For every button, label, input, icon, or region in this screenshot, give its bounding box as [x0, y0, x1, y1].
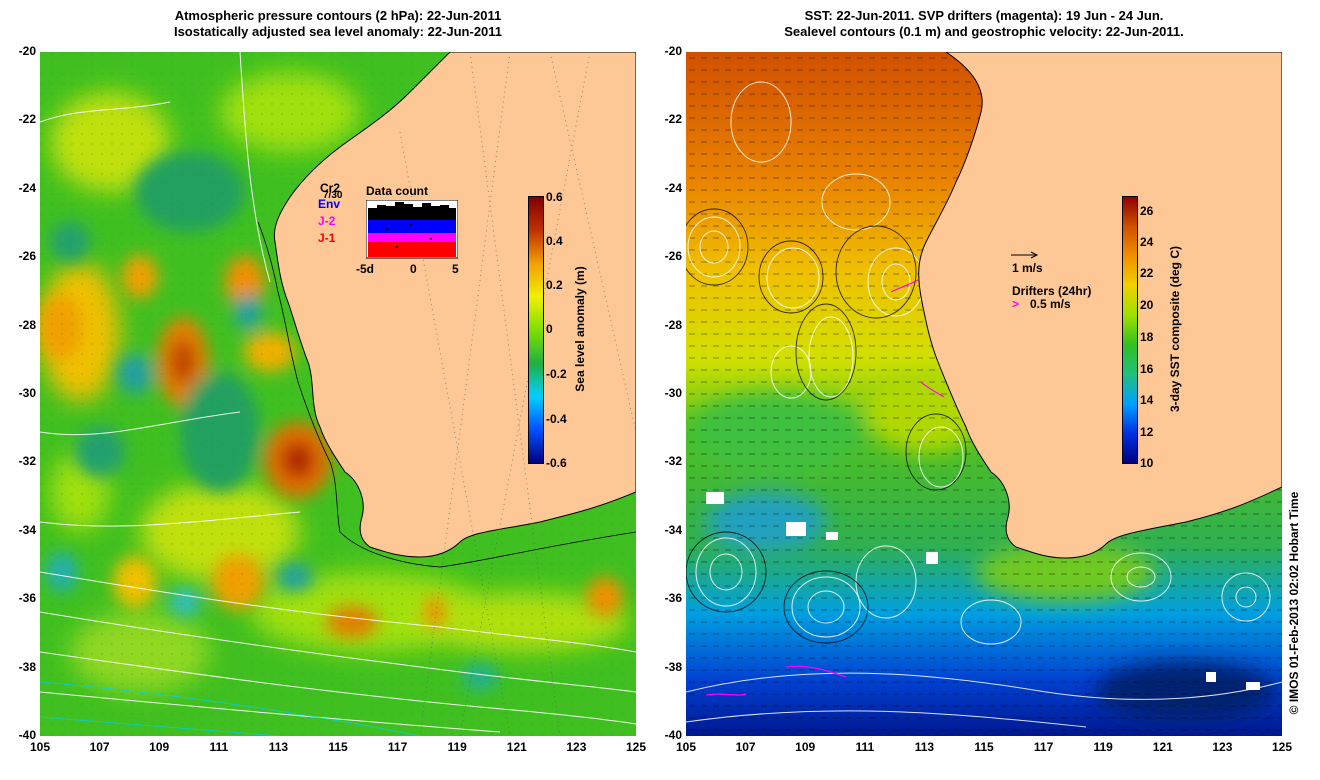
- y-tick-right-9: -38: [664, 659, 682, 674]
- cbar-left-tick-7: -0.6: [546, 456, 567, 470]
- right-map-title: SST: 22-Jun-2011. SVP drifters (magenta)…: [686, 8, 1282, 40]
- drifter-scale-symbol: >: [1012, 297, 1020, 311]
- cbar-right-tick-3: 22: [1140, 266, 1154, 280]
- credit-text: © IMOS 01-Feb-2013 02:02 Hobart Time: [1287, 491, 1301, 715]
- cbar-left-tick-3: 0.2: [546, 278, 563, 292]
- x-tick-right-3: 111: [855, 740, 875, 754]
- cbar-right-tick-4: 20: [1140, 298, 1154, 312]
- x-tick-right-7: 119: [1093, 740, 1113, 754]
- sea-level-colorbar-label: Sea level anomaly (m): [573, 266, 587, 392]
- satellite-label-env: Env: [318, 197, 341, 211]
- satellite-label-j1: J-1: [318, 231, 336, 245]
- x-tick-left-8: 121: [506, 740, 527, 754]
- x-tick-left-3: 111: [209, 740, 229, 754]
- x-tick-left-10: 125: [625, 740, 647, 754]
- y-tick-left-3: -26: [18, 249, 36, 264]
- cbar-left-tick-1: 0.6: [546, 190, 563, 204]
- y-tick-right-0: -20: [664, 44, 682, 58]
- cbar-left-tick-2: 0.4: [546, 234, 563, 248]
- cbar-right-tick-2: 24: [1140, 235, 1154, 249]
- x-tick-left-7: 119: [447, 740, 467, 754]
- x-tick-right-1: 107: [735, 740, 756, 754]
- x-tick-right-6: 117: [1033, 740, 1054, 754]
- sst-map: [686, 52, 1282, 736]
- drifter-scale-label: 0.5 m/s: [1030, 297, 1071, 311]
- x-tick-left-2: 109: [149, 740, 170, 754]
- satellite-label-cr2: Cr2: [320, 181, 341, 195]
- left-map-title: Atmospheric pressure contours (2 hPa): 2…: [40, 8, 636, 40]
- y-tick-right-5: -30: [664, 386, 682, 400]
- satellite-label-j2: J-2: [318, 214, 336, 228]
- data-count-histogram: [366, 200, 458, 259]
- satellite-count: 7/30: [323, 190, 343, 201]
- y-tick-right-10: -40: [664, 728, 682, 742]
- x-tick-right-0: 105: [675, 740, 697, 754]
- sst-colorbar: [1122, 196, 1138, 464]
- cbar-right-tick-5: 18: [1140, 330, 1154, 344]
- x-tick-left-4: 113: [268, 740, 289, 754]
- y-tick-left-10: -40: [18, 728, 36, 742]
- data-count-tick-5: 5: [452, 262, 459, 276]
- y-tick-right-4: -28: [664, 317, 682, 332]
- y-tick-right-8: -36: [664, 591, 682, 606]
- x-tick-right-4: 113: [914, 740, 935, 754]
- sst-colorbar-label: 3-day SST composite (deg C): [1168, 245, 1182, 413]
- x-tick-right-5: 115: [974, 740, 994, 754]
- y-tick-right-7: -34: [664, 522, 682, 537]
- left-title-line1: Atmospheric pressure contours (2 hPa): 2…: [174, 8, 502, 23]
- y-tick-left-9: -38: [18, 659, 36, 674]
- left-title-line2: Isostatically adjusted sea level anomaly…: [173, 24, 503, 39]
- x-tick-left-5: 115: [328, 740, 348, 754]
- y-tick-left-6: -32: [18, 454, 36, 469]
- y-tick-left-2: -24: [18, 180, 36, 195]
- y-tick-right-6: -32: [664, 454, 682, 469]
- data-count-tick-minus5: -5d: [356, 262, 374, 276]
- cbar-right-tick-9: 10: [1140, 456, 1154, 470]
- x-tick-right-10: 125: [1271, 740, 1293, 754]
- velocity-scale-arrow: [1011, 251, 1039, 259]
- y-tick-left-7: -34: [18, 522, 36, 537]
- x-tick-left-9: 123: [566, 740, 587, 754]
- data-count-tick-0: 0: [410, 262, 417, 276]
- y-tick-left-1: -22: [18, 112, 36, 127]
- cbar-right-tick-8: 12: [1140, 425, 1154, 439]
- cbar-right-tick-7: 14: [1140, 393, 1154, 407]
- x-tick-left-1: 107: [89, 740, 110, 754]
- cbar-left-tick-4: 0: [546, 322, 553, 336]
- drifters-label: Drifters (24hr): [1012, 284, 1092, 298]
- sea-level-colorbar: [528, 196, 544, 464]
- cbar-left-tick-6: -0.4: [546, 412, 567, 426]
- cbar-left-tick-5: -0.2: [546, 367, 567, 381]
- y-tick-left-5: -30: [18, 386, 36, 400]
- x-tick-right-9: 123: [1212, 740, 1233, 754]
- australia-land-right: [918, 52, 1282, 559]
- x-tick-left-0: 105: [29, 740, 51, 754]
- sea-level-anomaly-map: [40, 52, 636, 736]
- y-tick-right-3: -26: [664, 249, 682, 264]
- data-count-title: Data count: [366, 184, 429, 198]
- y-tick-left-4: -28: [18, 317, 36, 332]
- x-tick-right-8: 121: [1152, 740, 1173, 754]
- x-tick-right-2: 109: [795, 740, 816, 754]
- velocity-scale-label: 1 m/s: [1012, 261, 1043, 275]
- y-tick-right-1: -22: [664, 112, 682, 127]
- right-title-line2: Sealevel contours (0.1 m) and geostrophi…: [784, 24, 1184, 39]
- cbar-right-tick-1: 26: [1140, 204, 1154, 218]
- y-tick-left-0: -20: [18, 44, 36, 58]
- y-tick-right-2: -24: [664, 180, 682, 195]
- australia-land: [273, 52, 636, 558]
- cbar-right-tick-6: 16: [1140, 362, 1154, 376]
- y-tick-left-8: -36: [18, 591, 36, 606]
- right-title-line1: SST: 22-Jun-2011. SVP drifters (magenta)…: [804, 8, 1164, 23]
- x-tick-left-6: 117: [387, 740, 408, 754]
